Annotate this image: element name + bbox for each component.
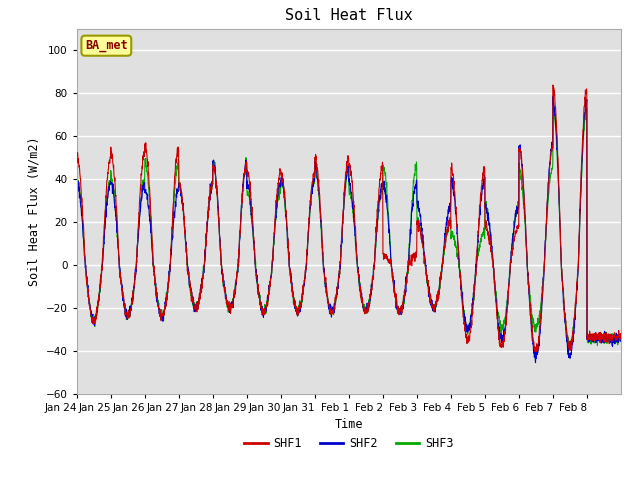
Title: Soil Heat Flux: Soil Heat Flux [285, 9, 413, 24]
Legend: SHF1, SHF2, SHF3: SHF1, SHF2, SHF3 [239, 433, 458, 455]
Text: BA_met: BA_met [85, 39, 128, 52]
Y-axis label: Soil Heat Flux (W/m2): Soil Heat Flux (W/m2) [28, 136, 40, 286]
X-axis label: Time: Time [335, 418, 363, 431]
